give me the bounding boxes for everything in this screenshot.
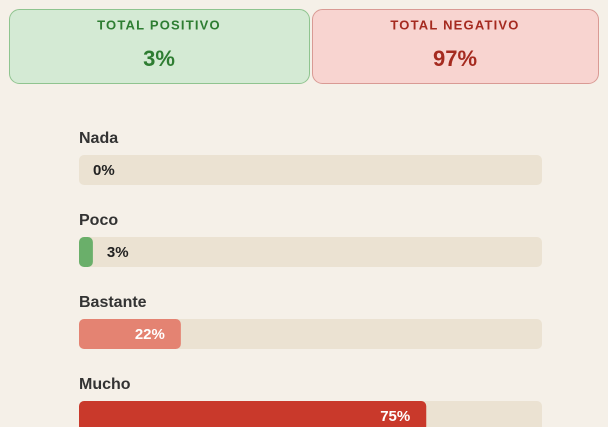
category-label: Bastante: [79, 294, 147, 311]
value-label: 22%: [135, 326, 165, 343]
bar-track: [79, 319, 542, 349]
bar-track: [79, 237, 542, 267]
category-label: Poco: [79, 212, 118, 229]
card-label: TOTAL POSITIVO: [97, 17, 221, 32]
card-label: TOTAL NEGATIVO: [390, 17, 519, 32]
value-label: 0%: [93, 162, 115, 179]
negative-card: [312, 9, 599, 84]
bar: [79, 237, 93, 267]
card-value: 3%: [143, 46, 175, 71]
value-label: 75%: [380, 408, 410, 425]
bar-track: [79, 155, 542, 185]
card-value: 97%: [433, 46, 477, 71]
bar: [79, 401, 427, 427]
category-label: Mucho: [79, 376, 131, 393]
category-label: Nada: [79, 130, 118, 147]
bar: [79, 319, 181, 349]
value-label: 3%: [107, 244, 129, 261]
positive-card: [9, 9, 310, 84]
